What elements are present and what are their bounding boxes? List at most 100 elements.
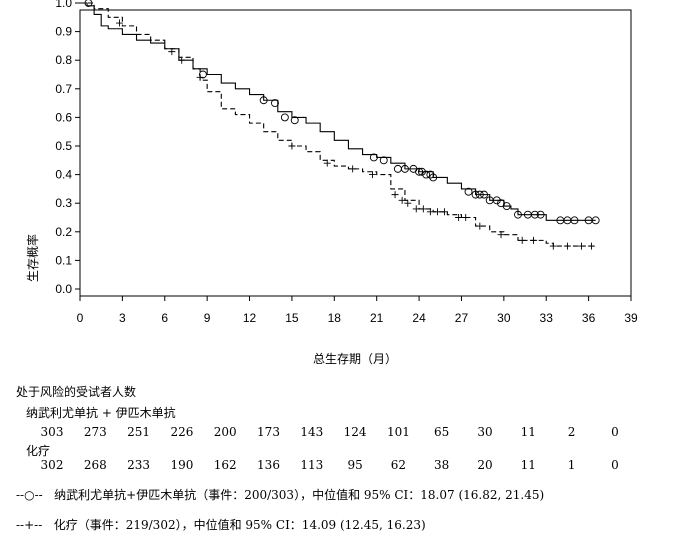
x-tick-label: 3 bbox=[119, 311, 126, 325]
y-tick-label: 0.6 bbox=[55, 110, 72, 124]
censor-marker-circle bbox=[415, 167, 424, 176]
legend-circle-dashed-symbol: --○-- bbox=[16, 488, 43, 502]
censor-marker-circle bbox=[198, 70, 207, 79]
x-tick-label: 33 bbox=[540, 311, 554, 325]
risk-count: 0 bbox=[611, 458, 619, 472]
censor-marker-plus bbox=[116, 19, 124, 27]
censor-marker-plus bbox=[398, 196, 406, 204]
censor-marker-plus bbox=[497, 231, 505, 239]
risk-count: 20 bbox=[477, 458, 493, 472]
risk-count: 268 bbox=[83, 458, 107, 472]
censor-marker-plus bbox=[323, 159, 331, 167]
legend-plus-dashed-symbol: --+-- bbox=[16, 518, 43, 532]
censor-marker-plus bbox=[433, 208, 441, 216]
censor-marker-plus bbox=[563, 242, 571, 250]
risk-count: 1 bbox=[567, 458, 576, 472]
risk-count: 11 bbox=[520, 458, 536, 472]
y-axis-label: 生存概率 bbox=[25, 234, 40, 282]
censor-marker-plus bbox=[196, 73, 204, 81]
survival-curve-nivo-ipi bbox=[80, 2, 596, 221]
y-tick-label: 0.8 bbox=[55, 53, 72, 67]
censor-marker-circle bbox=[259, 96, 268, 105]
legend-text-nivo-ipi: 纳武利尤单抗+伊匹木单抗（事件：200/303），中位值和 95% CI：18.… bbox=[54, 488, 545, 502]
risk-count: 136 bbox=[257, 458, 280, 472]
x-tick-label: 18 bbox=[328, 311, 342, 325]
censor-marker-circle bbox=[570, 216, 579, 225]
risk-count: 62 bbox=[390, 458, 407, 472]
risk-count: 162 bbox=[213, 458, 237, 472]
risk-count: 303 bbox=[40, 425, 64, 439]
survival-curves bbox=[80, 0, 600, 250]
censor-marker-circle bbox=[426, 170, 435, 179]
risk-count: 273 bbox=[83, 425, 107, 439]
censor-marker-circle bbox=[464, 187, 473, 196]
risk-count: 251 bbox=[127, 425, 151, 439]
censor-marker-plus bbox=[518, 236, 526, 244]
censor-marker-plus bbox=[178, 56, 186, 64]
censor-marker-circle bbox=[536, 210, 545, 219]
y-tick-label: 0.5 bbox=[55, 139, 72, 153]
x-tick-label: 27 bbox=[455, 311, 469, 325]
censor-marker-circle bbox=[400, 164, 409, 173]
x-tick-label: 12 bbox=[243, 311, 257, 325]
risk-count: 65 bbox=[434, 425, 450, 439]
survival-curve-chemo bbox=[80, 2, 596, 247]
x-tick-label: 6 bbox=[161, 311, 168, 325]
y-tick-label: 1.0 bbox=[55, 0, 72, 10]
censor-marker-circle bbox=[271, 99, 279, 108]
censor-marker-plus bbox=[476, 222, 484, 230]
risk-group-label-nivo-ipi: 纳武利尤单抗 + 伊匹木单抗 bbox=[26, 406, 176, 420]
risk-count: 2 bbox=[567, 425, 576, 439]
y-tick-label: 0.0 bbox=[55, 282, 72, 296]
censor-marker-plus bbox=[530, 236, 538, 244]
censor-marker-circle bbox=[530, 210, 539, 219]
x-tick-label: 24 bbox=[412, 311, 426, 325]
plot-frame bbox=[79, 9, 632, 297]
y-axis: 0.0 0.1 0.2 0.3 0.4 0.5 0.6 0.7 0.8 0.9 1.0 bbox=[55, 0, 80, 296]
x-tick-label: 15 bbox=[285, 311, 299, 325]
censor-marker-plus bbox=[288, 142, 296, 150]
risk-table-title: 处于风险的受试者人数 bbox=[16, 385, 137, 399]
legend-chemo: --+-- 化疗（事件：219/302），中位值和 95% CI：14.09 (… bbox=[16, 516, 426, 533]
legend-text-chemo: 化疗（事件：219/302），中位值和 95% CI：14.09 (12.45,… bbox=[53, 518, 426, 532]
censor-marker-plus bbox=[404, 199, 412, 207]
censor-marker-circle bbox=[475, 190, 484, 199]
y-tick-label: 0.1 bbox=[55, 253, 72, 267]
censor-marker-plus bbox=[578, 242, 586, 250]
risk-count: 101 bbox=[386, 425, 410, 439]
risk-count: 30 bbox=[477, 425, 493, 439]
censor-marker-plus bbox=[368, 171, 376, 179]
risk-count: 233 bbox=[127, 458, 151, 472]
y-tick-label: 0.4 bbox=[55, 168, 72, 182]
censor-marker-plus bbox=[168, 48, 176, 56]
x-tick-label: 0 bbox=[77, 311, 84, 325]
x-tick-label: 36 bbox=[582, 311, 596, 325]
censor-marker-circle bbox=[379, 156, 388, 165]
censor-marker-circle bbox=[480, 190, 489, 199]
x-tick-label: 30 bbox=[497, 311, 511, 325]
censor-marker-plus bbox=[426, 208, 434, 216]
risk-count: 0 bbox=[611, 425, 619, 439]
censor-marker-circle bbox=[471, 190, 480, 199]
censor-marker-circle bbox=[280, 113, 289, 122]
censor-marker-plus bbox=[349, 165, 357, 173]
censor-marker-circle bbox=[417, 167, 426, 176]
censor-marker-circle bbox=[492, 196, 501, 205]
risk-count: 38 bbox=[434, 458, 450, 472]
censor-marker-circle bbox=[591, 216, 600, 225]
km-survival-chart: 0.00.10.20.30.40.50.60.70.80.91.0 0 3 6 9 12… bbox=[25, 0, 638, 366]
censor-marker-circle bbox=[290, 116, 299, 125]
y-tick-label: 0.9 bbox=[55, 25, 72, 39]
x-tick-label: 21 bbox=[370, 311, 384, 325]
y-tick-label: 0.7 bbox=[55, 82, 72, 96]
censor-marker-plus bbox=[462, 214, 470, 221]
x-axis-label: 总生存期（月） bbox=[313, 352, 397, 366]
censor-marker-plus bbox=[419, 205, 427, 213]
y-tick-label: 0.2 bbox=[55, 225, 72, 239]
censor-marker-circle bbox=[514, 210, 522, 219]
legend-nivo-ipi: --○-- 纳武利尤单抗+伊匹木单抗（事件：200/303），中位值和 95% … bbox=[16, 486, 544, 503]
x-tick-label: 39 bbox=[624, 311, 638, 325]
risk-group-label-chemo: 化疗 bbox=[26, 444, 51, 458]
censor-marker-circle bbox=[502, 202, 511, 211]
x-tick-label: 9 bbox=[204, 311, 211, 325]
